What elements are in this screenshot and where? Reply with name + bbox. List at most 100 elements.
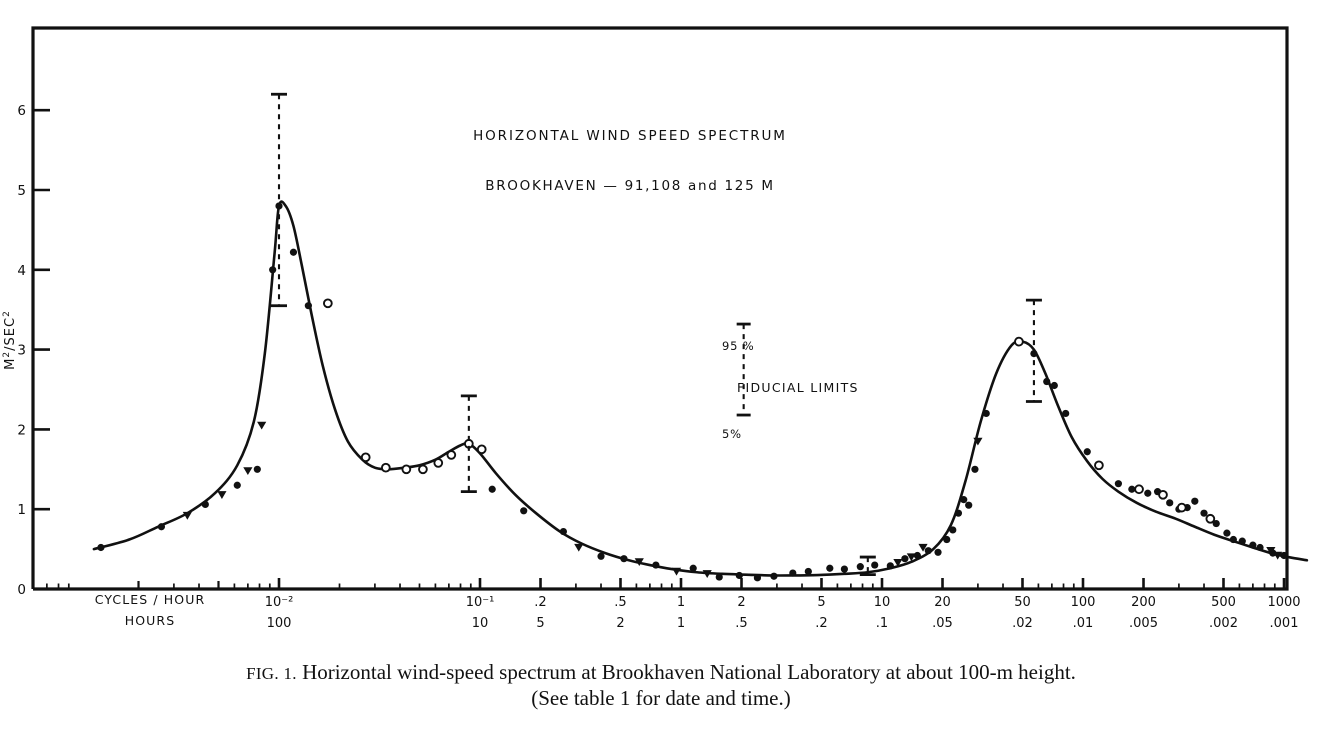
data-point-open <box>418 464 428 475</box>
x-tick-label-hours: 10 <box>472 616 489 631</box>
x-tick-label-cycles: .5 <box>614 595 626 610</box>
data-point-filled <box>1114 480 1122 488</box>
x-tick-label-cycles: 500 <box>1211 595 1236 610</box>
data-point-triangle <box>182 511 192 520</box>
data-point-triangle <box>257 421 267 430</box>
data-point-filled <box>597 552 605 560</box>
data-point-filled <box>960 496 968 504</box>
chart-title-line2: BROOKHAVEN — 91,108 and 125 M <box>485 178 774 194</box>
caption-text-1: Horizontal wind-speed spectrum at Brookh… <box>296 660 1076 684</box>
data-point-filled <box>1191 497 1199 505</box>
data-point-filled <box>289 248 298 256</box>
fiducial-label-limits: FIDUCIAL LIMITS <box>737 380 859 395</box>
data-point-open <box>1176 502 1187 513</box>
y-tick-label: 5 <box>17 183 26 199</box>
y-axis-title: M2/SEC2 <box>2 310 18 370</box>
data-points-triangle <box>182 421 1283 578</box>
x-tick-label-cycles: 10⁻² <box>265 595 294 610</box>
x-axis-title-cycles-per-hour: CYCLES / HOUR <box>95 592 206 607</box>
data-point-filled <box>1043 377 1051 386</box>
y-tick-label: 4 <box>17 263 26 279</box>
x-tick-label-cycles: 200 <box>1131 595 1156 610</box>
x-tick-label-hours: .005 <box>1129 616 1158 631</box>
error-bar <box>1025 298 1042 403</box>
data-point-filled <box>1212 519 1220 528</box>
caption-figure-number: FIG. 1. <box>246 664 297 683</box>
data-point-filled <box>886 562 894 570</box>
data-point-triangle <box>634 558 644 567</box>
data-point-open <box>1014 336 1024 347</box>
x-tick-label-cycles: 10⁻¹ <box>466 595 495 610</box>
fiducial-label-5: 5% <box>722 427 742 441</box>
data-point-filled <box>97 543 105 552</box>
data-point-filled <box>1062 409 1070 418</box>
data-point-filled <box>965 501 973 509</box>
x-tick-label-hours: .002 <box>1209 616 1238 631</box>
data-point-triangle <box>217 491 227 499</box>
data-point-filled <box>201 500 209 509</box>
error-bar <box>859 555 876 577</box>
data-point-filled <box>735 571 743 580</box>
data-point-filled <box>1256 543 1264 552</box>
x-tick-label-hours: .01 <box>1073 616 1094 631</box>
data-point-filled <box>1144 489 1152 497</box>
data-point-filled <box>789 569 797 577</box>
x-tick-label-hours: 1 <box>677 616 685 631</box>
caption-line-1: FIG. 1. Horizontal wind-speed spectrum a… <box>0 660 1322 686</box>
data-point-triangle <box>1266 547 1276 555</box>
x-axis-title-hours: HOURS <box>125 613 176 628</box>
figure-caption: FIG. 1. Horizontal wind-speed spectrum a… <box>0 660 1322 711</box>
error-bars <box>271 92 1042 577</box>
data-point-open <box>1205 513 1216 524</box>
data-point-filled <box>871 561 879 569</box>
y-tick-label: 2 <box>17 422 26 438</box>
caption-line-2: (See table 1 for date and time.) <box>531 685 791 710</box>
x-tick-label-hours: .02 <box>1012 616 1033 631</box>
data-point-filled <box>253 465 261 473</box>
x-tick-label-hours: .5 <box>735 616 747 631</box>
x-tick-label-hours: 5 <box>536 616 544 631</box>
data-point-filled <box>954 509 963 517</box>
data-point-triangle <box>918 543 928 552</box>
y-tick-label: 0 <box>17 582 26 598</box>
data-point-filled <box>901 555 909 563</box>
data-point-triangle <box>973 437 983 446</box>
x-tick-label-hours: .05 <box>932 616 953 631</box>
data-point-filled <box>943 535 951 544</box>
x-tick-label-hours: .2 <box>815 616 827 631</box>
data-point-filled <box>157 523 166 531</box>
chart-title-line1: HORIZONTAL WIND SPEED SPECTRUM <box>473 128 787 144</box>
x-tick-label-cycles: 100 <box>1071 595 1096 610</box>
data-point-filled <box>559 527 568 536</box>
data-point-filled <box>982 409 990 418</box>
data-point-filled <box>689 564 697 572</box>
data-point-open <box>1134 484 1144 495</box>
error-bar <box>271 92 287 308</box>
data-point-filled <box>488 485 496 493</box>
data-point-filled <box>856 563 864 571</box>
data-point-filled <box>1050 381 1058 390</box>
x-tick-label-cycles: 10 <box>874 595 891 610</box>
x-axis-tick-labels-hours: 100 10 5 2 1 .5 .2 .1 .05 .02 .01 .005 .002 .001 <box>267 616 1299 631</box>
data-point-open <box>380 462 391 473</box>
data-point-filled <box>269 266 277 274</box>
data-point-filled <box>1083 448 1091 456</box>
plot-frame <box>31 26 1289 591</box>
data-point-filled <box>971 465 979 473</box>
data-point-triangle <box>1273 551 1283 560</box>
data-point-open <box>323 298 333 309</box>
data-point-filled <box>715 573 723 581</box>
data-point-filled <box>924 547 932 555</box>
x-tick-label-cycles: 2 <box>737 595 745 610</box>
x-tick-label-hours: .001 <box>1270 616 1299 631</box>
data-point-filled <box>1280 551 1288 560</box>
x-tick-label-hours: 2 <box>616 616 624 631</box>
x-tick-label-cycles: .2 <box>534 595 546 610</box>
data-point-open <box>1094 460 1104 471</box>
data-point-filled <box>304 302 312 310</box>
fiducial-limits-bar <box>736 322 751 417</box>
x-tick-label-cycles: 20 <box>934 595 951 610</box>
data-point-filled <box>934 548 942 556</box>
data-point-filled <box>913 551 921 560</box>
data-point-filled <box>620 555 628 563</box>
